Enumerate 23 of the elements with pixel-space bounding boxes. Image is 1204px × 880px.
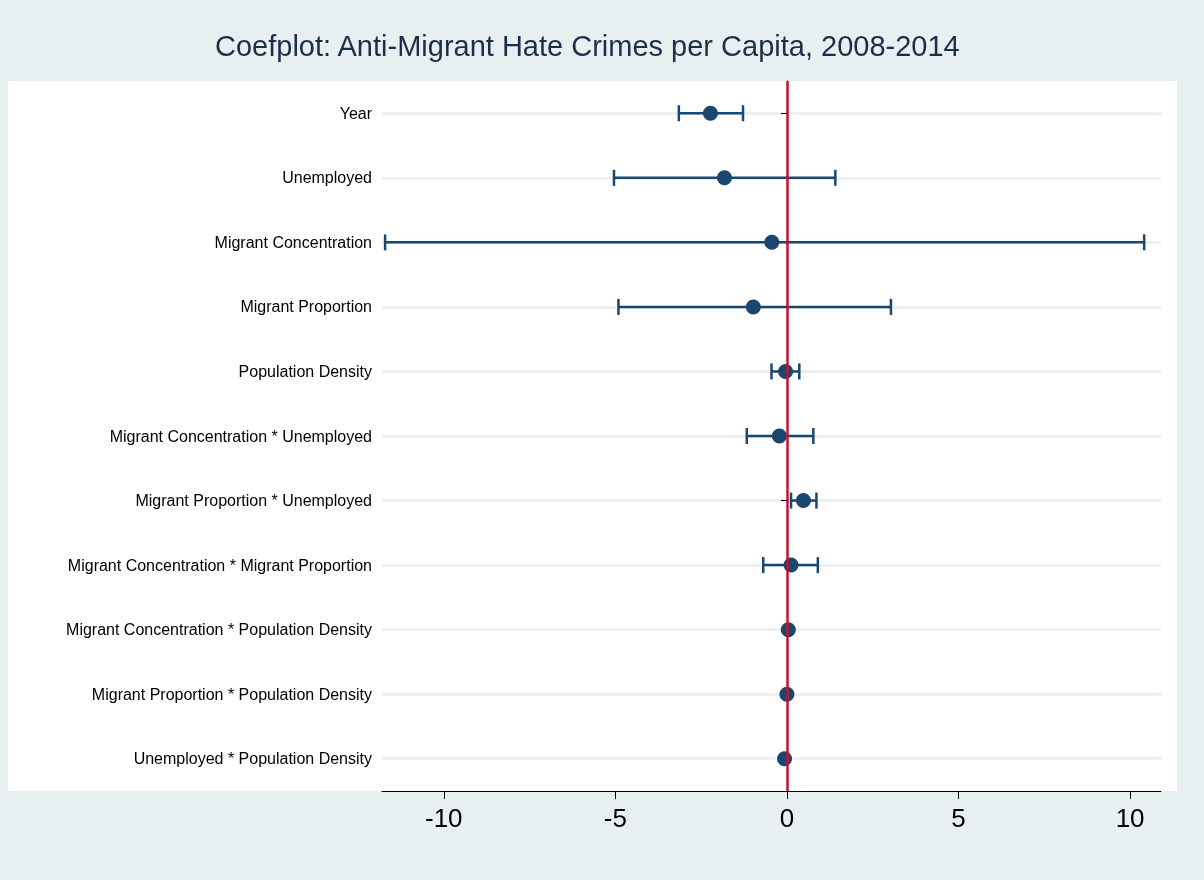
y-tick-label: Migrant Concentration * Population Density bbox=[66, 621, 372, 639]
point bbox=[745, 299, 761, 315]
point bbox=[771, 428, 787, 444]
point bbox=[702, 105, 718, 121]
x-tick-label: -10 bbox=[424, 803, 463, 833]
chart-title: Coefplot: Anti-Migrant Hate Crimes per Capita, 2008-2014 bbox=[215, 29, 960, 62]
y-tick-label: Migrant Proportion * Unemployed bbox=[135, 492, 372, 510]
x-tick-label: 10 bbox=[1115, 803, 1145, 833]
x-tick-label: 0 bbox=[779, 803, 795, 833]
point bbox=[717, 170, 732, 186]
y-tick-label: Migrant Concentration * Unemployed bbox=[109, 427, 372, 445]
y-tick-label: Population Density bbox=[238, 362, 372, 380]
y-tick-label: Migrant Concentration bbox=[214, 233, 372, 251]
y-tick-label: Migrant Proportion * Population Density bbox=[91, 685, 372, 703]
y-tick-label: Unemployed bbox=[282, 169, 372, 187]
y-tick-label: Year bbox=[339, 104, 373, 122]
y-tick-label: Migrant Proportion bbox=[240, 298, 372, 316]
point bbox=[795, 493, 811, 509]
x-tick-label: 5 bbox=[951, 803, 966, 833]
y-tick-label: Unemployed * Population Density bbox=[133, 750, 372, 768]
y-tick-label: Migrant Concentration * Migrant Proportion bbox=[67, 556, 372, 574]
x-tick-label: -5 bbox=[603, 803, 627, 833]
point bbox=[764, 234, 780, 250]
